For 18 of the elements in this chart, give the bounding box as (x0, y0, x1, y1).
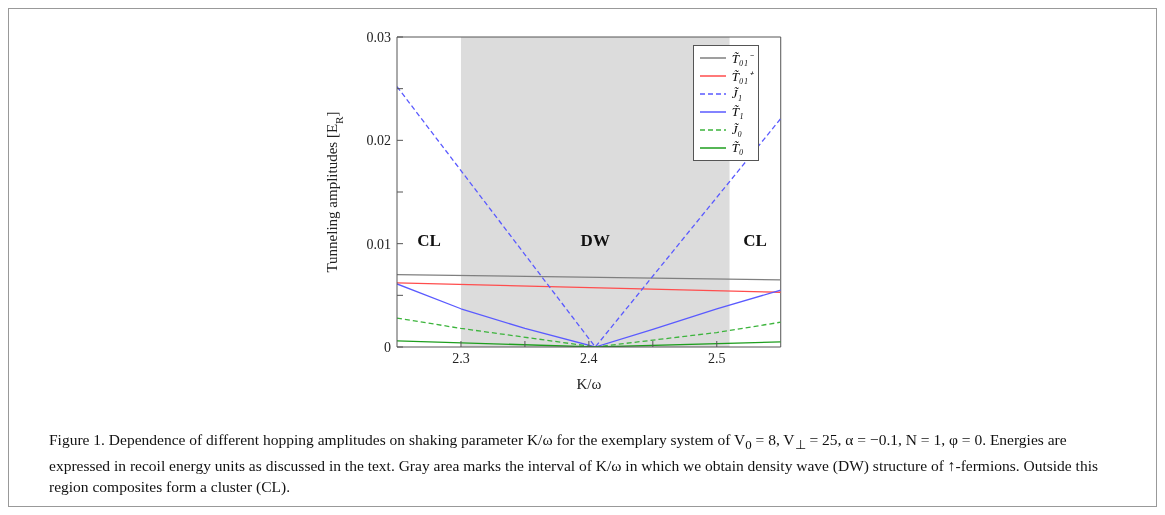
x-tick-label: 2.5 (708, 350, 726, 366)
annotation: CL (743, 231, 767, 251)
annotation: CL (417, 231, 441, 251)
legend-label: J̃₀ (731, 122, 743, 138)
x-tick-label: 2.4 (580, 350, 598, 366)
caption: Figure 1. Dependence of different hopping amplitudes on shaking parameter K/ω for the exemplary system of V$_{0}$ = 8, V$_{⊥}$ = 25, α = −0.1, N = 1, φ = 0. Energies are expressed in recoil energy units as discussed in the text. Gray area marks the interval of K/ω in which we obtain density wave (DW) structure of ↑-fermions. Outside this region composites form a cluster (CL). (49, 430, 1099, 498)
x-axis-title: K/ω (576, 376, 602, 392)
y-tick-label: 0.03 (366, 29, 391, 45)
legend-label: T̃₀₁⁻ (731, 50, 752, 67)
legend-label: T̃₀₁⁺ (731, 68, 752, 85)
y-tick-label: 0.02 (366, 133, 391, 149)
y-tick-label: 0 (384, 339, 391, 355)
y-tick-label: 0.01 (366, 236, 391, 252)
legend-label: J̃₁ (731, 86, 743, 102)
legend-label: T̃₁ (731, 104, 744, 120)
x-tick-label: 2.3 (452, 350, 470, 366)
annotation: DW (580, 231, 610, 251)
legend-label: T̃₀ (731, 140, 744, 156)
